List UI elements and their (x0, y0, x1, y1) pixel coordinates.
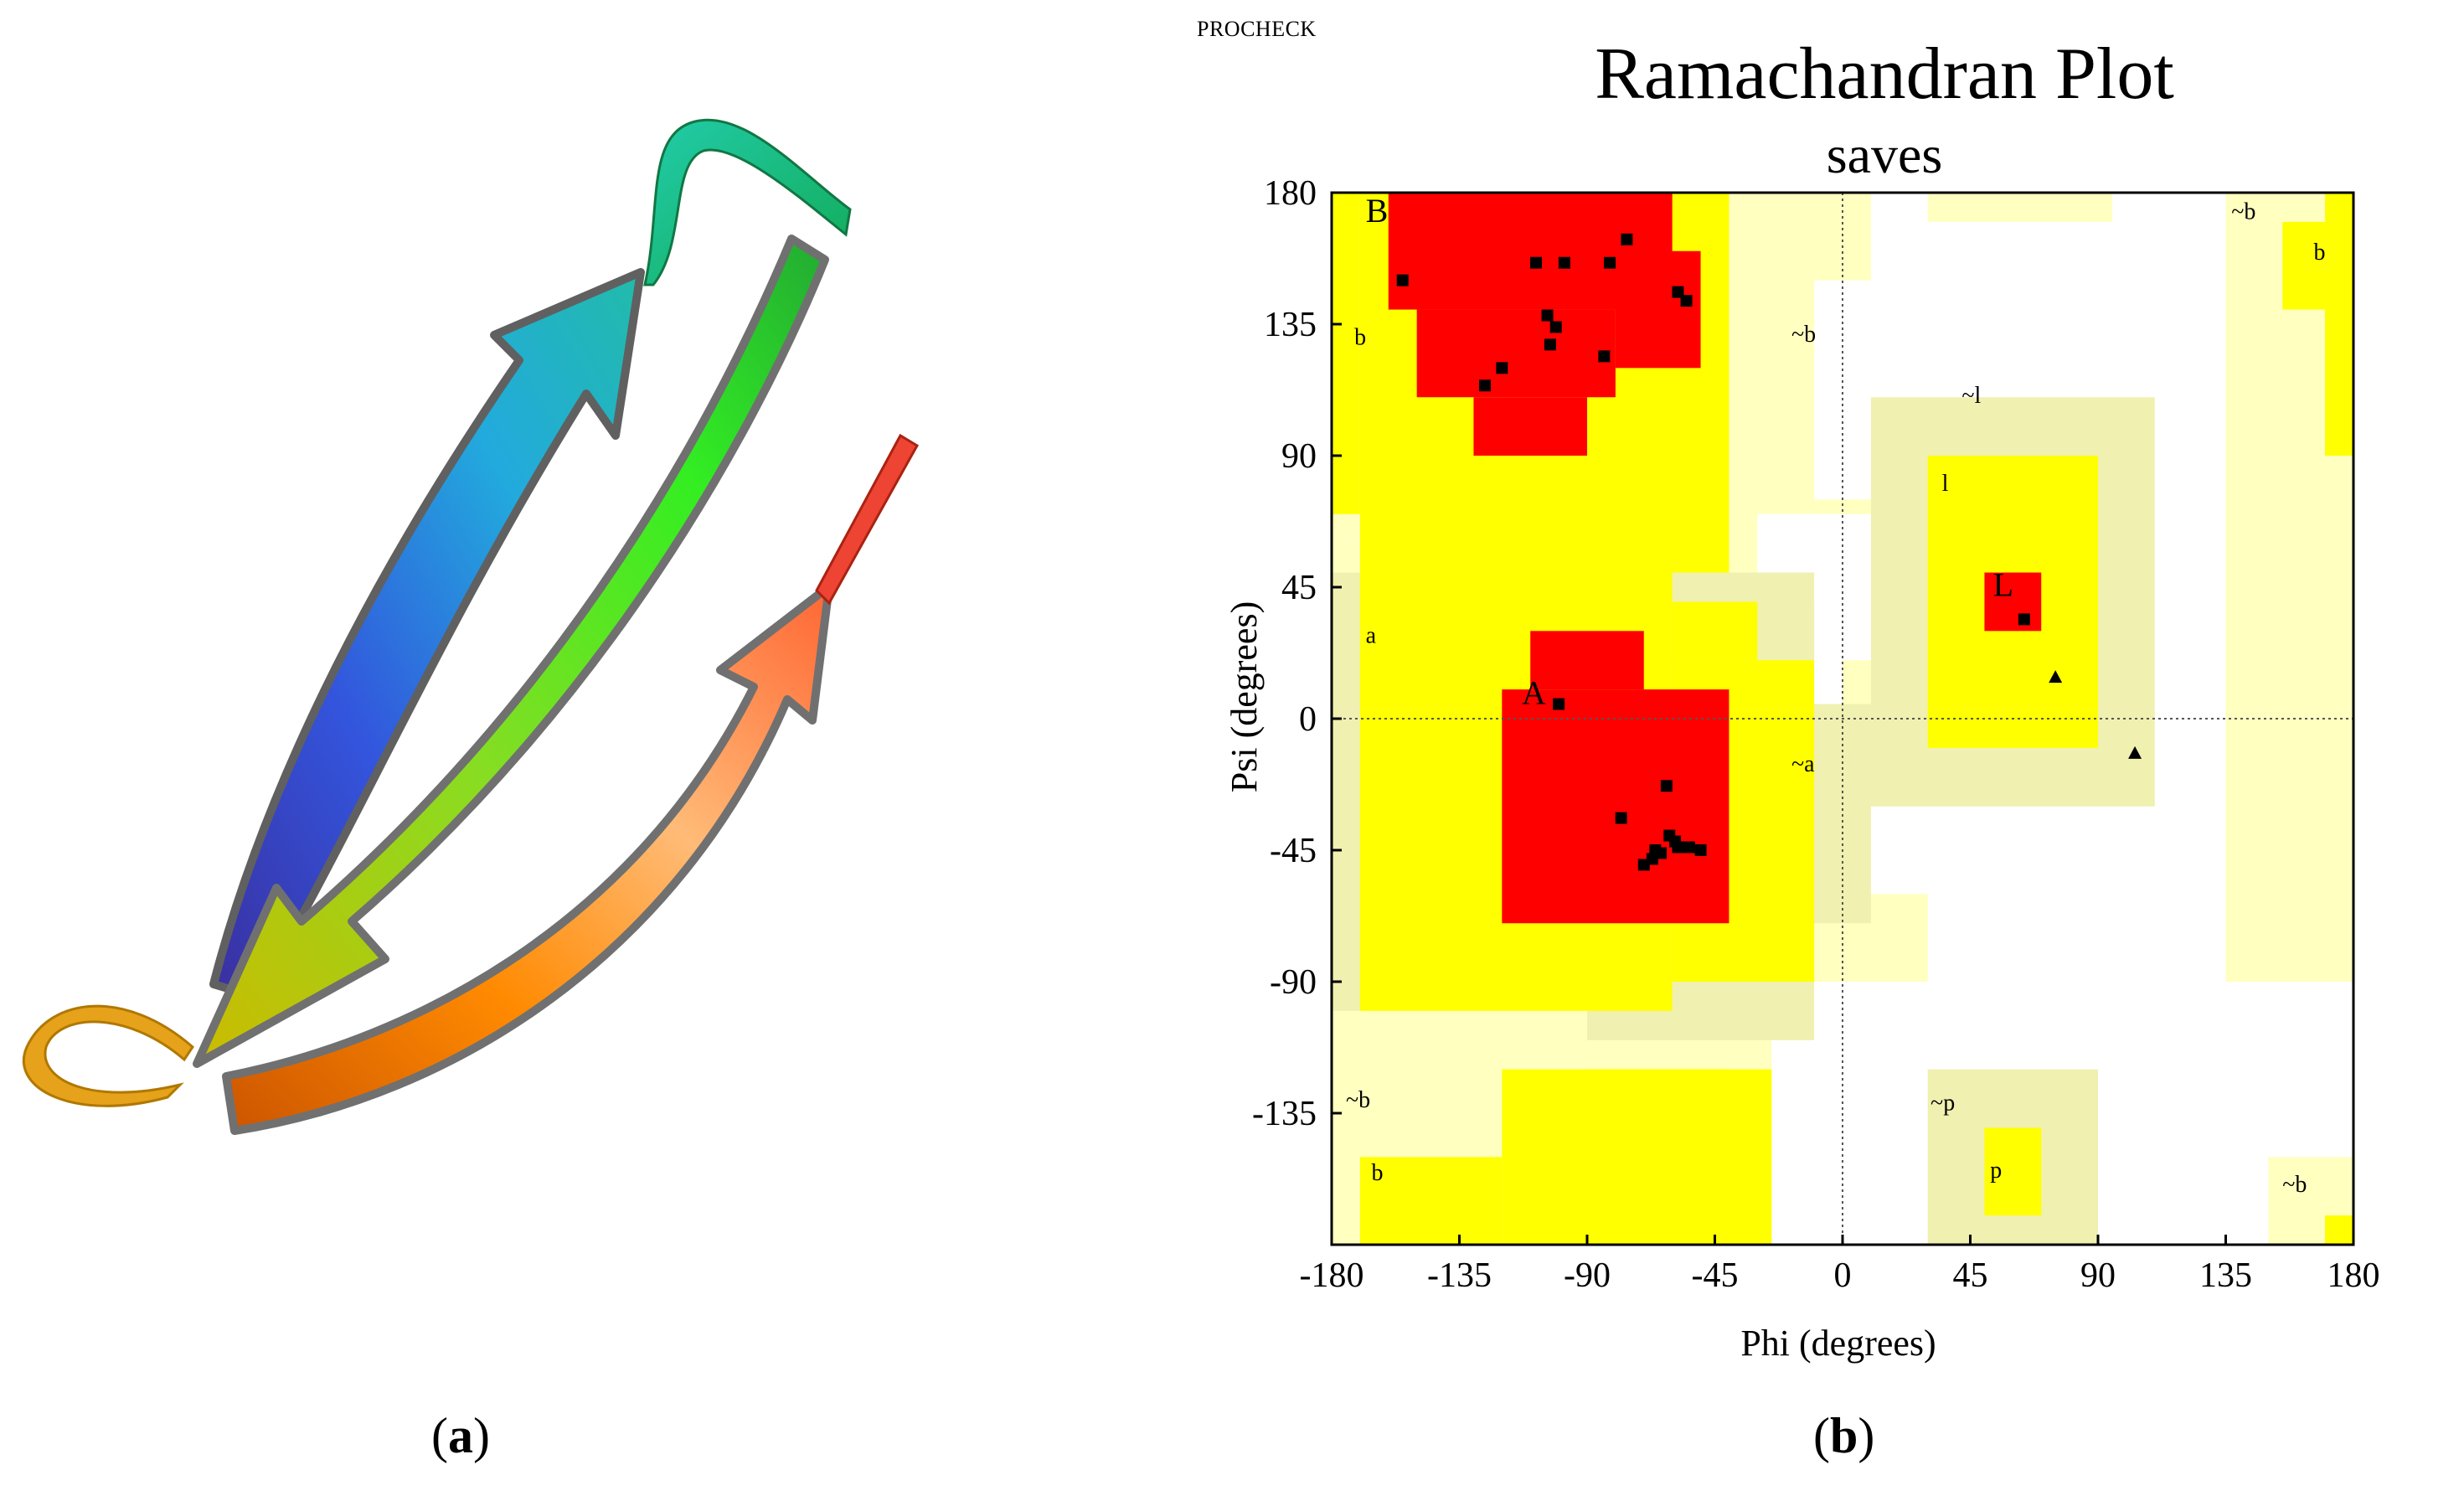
y-tick-label: 135 (1264, 306, 1317, 344)
residue-point (1479, 379, 1491, 392)
chart-subtitle: saves (1826, 125, 1943, 184)
residue-point (1680, 295, 1693, 307)
region-label: l (1942, 471, 1949, 497)
glycine-point (2049, 670, 2063, 683)
core-region-alpha (1643, 719, 1701, 777)
generous-region-beta-top (1927, 193, 2112, 222)
allowed-trim (1359, 1157, 1503, 1245)
residue-point (1496, 362, 1508, 374)
residue-point (1637, 859, 1650, 871)
x-tick-label: 135 (2199, 1256, 2252, 1295)
residue-point (1541, 309, 1554, 322)
region-label: L (1993, 565, 2013, 603)
residue-point (1558, 256, 1570, 269)
y-axis-label: Psi (degrees) (1224, 601, 1265, 793)
allowed-region-beta (1332, 193, 1360, 514)
generous-region-alpha (1814, 704, 1871, 924)
y-tick-label: 45 (1281, 569, 1317, 607)
residue-point (1604, 256, 1616, 269)
region-label: ~b (1791, 322, 1816, 348)
y-tick-label: -45 (1270, 832, 1317, 870)
region-label: ~p (1930, 1091, 1955, 1117)
residue-point (1669, 835, 1682, 848)
allowed-region-p (1984, 1127, 2042, 1216)
c-terminal-tail (815, 433, 920, 606)
core-region-l (1984, 572, 2042, 632)
x-tick-label: 90 (2080, 1256, 2116, 1295)
residue-point (1530, 256, 1542, 269)
region-label: b (1354, 324, 1366, 350)
ramachandran-plot: -180 -135 -90 -45 0 45 90 135 180 -135 -90 -45 0 45 90… (1224, 174, 2380, 1364)
bottom-loop (22, 1004, 194, 1107)
y-tick-label: -90 (1270, 963, 1317, 1002)
residue-point (1544, 338, 1556, 351)
core-region-beta (1473, 397, 1587, 456)
allowed-trim (1502, 1069, 1729, 1245)
core-region-beta (1416, 309, 1616, 398)
region-label: ~b (1346, 1087, 1370, 1113)
region-label: b (2314, 240, 2326, 266)
region-label: A (1522, 674, 1546, 712)
region-labels: Bb ~b ~l l La A ~a ~b b ~p p ~b b ~b (1346, 192, 2326, 1198)
panel-label-a: (a) (431, 1408, 490, 1463)
region-label: ~a (1791, 751, 1815, 777)
axis-ticks: -180 -135 -90 -45 0 45 90 135 180 -135 -90 -45 0 45 90… (1252, 174, 2380, 1295)
core-region-alpha (1530, 631, 1644, 690)
residue-point (1549, 321, 1562, 333)
x-tick-label: -45 (1692, 1256, 1739, 1295)
region-label: ~b (2231, 199, 2255, 224)
residue-point (1660, 780, 1673, 792)
residue-point (1621, 233, 1633, 245)
strand-3-orange (222, 582, 833, 1135)
residue-point (1396, 274, 1409, 286)
allowed-regions (1332, 193, 2353, 1245)
glycine-point (2128, 745, 2142, 759)
x-tick-label: -180 (1300, 1256, 1364, 1295)
x-axis-label: Phi (degrees) (1740, 1323, 1936, 1364)
allowed-region-corner (2325, 1215, 2353, 1245)
chart-title: Ramachandran Plot (1595, 34, 2174, 115)
residue-point (1553, 698, 1565, 710)
region-label: ~l (1961, 383, 1981, 409)
generous-region-beta (1814, 193, 1871, 281)
allowed-region-right (2325, 193, 2353, 456)
strand-1-blue (209, 268, 645, 1001)
y-tick-label: -135 (1252, 1095, 1317, 1133)
region-label: p (1990, 1158, 2002, 1184)
region-label: ~b (2282, 1172, 2307, 1198)
residue-points (1396, 233, 2142, 871)
panel-label-b: (b) (1813, 1408, 1875, 1463)
protein-ribbon-structure (22, 118, 920, 1135)
x-tick-label: 0 (1834, 1256, 1852, 1295)
region-label: b (1371, 1160, 1383, 1186)
x-tick-label: -90 (1564, 1256, 1611, 1295)
residue-point (1694, 844, 1707, 856)
y-tick-label: 90 (1281, 437, 1317, 476)
x-tick-label: -135 (1427, 1256, 1492, 1295)
generous-region (1757, 601, 1815, 661)
allowed-region-right (2282, 221, 2326, 310)
zero-lines (1332, 193, 2353, 1245)
allowed-region-alpha (1672, 601, 1758, 661)
strand-2-green (193, 235, 829, 1068)
region-label: a (1366, 622, 1377, 648)
core-region-beta (1615, 250, 1701, 369)
residue-point (1598, 350, 1611, 363)
residue-point (1615, 812, 1627, 824)
y-tick-label: 180 (1264, 174, 1317, 213)
y-tick-label: 0 (1299, 700, 1317, 739)
region-label: B (1366, 192, 1389, 230)
top-loop (643, 118, 852, 286)
x-tick-label: 45 (1953, 1256, 1988, 1295)
residue-point (1683, 841, 1695, 854)
procheck-tag: PROCHECK (1197, 17, 1317, 41)
x-tick-label: 180 (2327, 1256, 2380, 1295)
residue-point (2018, 613, 2030, 626)
